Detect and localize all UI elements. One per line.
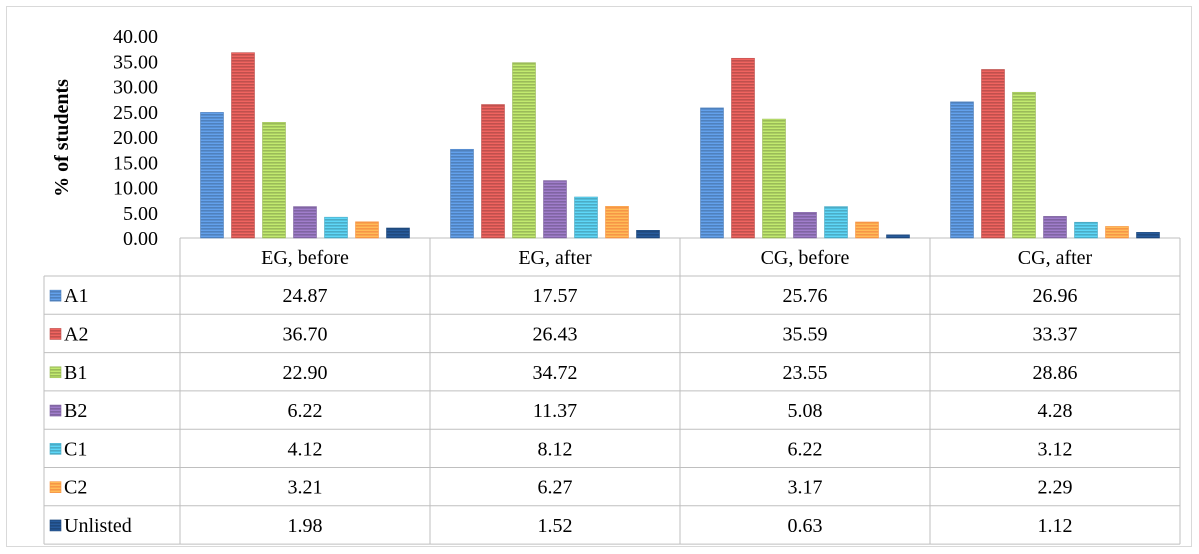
legend-label-unlisted: Unlisted: [64, 515, 132, 537]
category-label: CG, after: [1018, 247, 1093, 269]
bar-unlisted-eg-before: [386, 227, 410, 239]
data-label-a2-cg-after: 33.37: [1033, 323, 1078, 345]
y-tick-label: 5.00: [123, 203, 158, 225]
legend-label-c2: C2: [64, 477, 87, 499]
y-tick-label: 30.00: [113, 77, 158, 99]
data-label-unlisted-eg-before: 1.98: [288, 515, 323, 537]
data-label-b1-cg-before: 23.55: [783, 362, 828, 384]
category-label: EG, after: [518, 247, 592, 269]
bar-a1-cg-before: [700, 107, 724, 239]
bars: [180, 52, 1180, 239]
bar-b1-eg-after: [512, 62, 536, 239]
data-label-c1-eg-after: 8.12: [538, 438, 573, 460]
legend-label-b1: B1: [64, 362, 87, 384]
bar-a2-eg-before: [231, 52, 255, 239]
bar-a2-cg-after: [981, 69, 1005, 239]
y-tick-label: 0.00: [123, 228, 158, 250]
bar-c1-cg-before: [824, 206, 848, 239]
data-label-c2-cg-before: 3.17: [788, 477, 823, 499]
data-label-b1-cg-after: 28.86: [1033, 362, 1078, 384]
bar-unlisted-cg-after: [1136, 232, 1160, 239]
bar-unlisted-cg-before: [886, 234, 910, 239]
data-label-b2-eg-before: 6.22: [288, 400, 323, 422]
bar-c1-cg-after: [1074, 221, 1098, 239]
y-axis-label: % of students: [51, 79, 73, 197]
data-label-unlisted-cg-after: 1.12: [1038, 515, 1073, 537]
bar-a1-cg-after: [950, 101, 974, 239]
bar-a2-eg-after: [481, 104, 505, 239]
data-label-a2-eg-after: 26.43: [533, 323, 578, 345]
y-axis-ticks: 0.00 5.00 10.00 15.00 20.00 25.00 30.00 35.00 40…: [113, 26, 158, 250]
bar-b2-eg-before: [293, 206, 317, 239]
bar-c1-eg-before: [324, 216, 348, 239]
data-label-c2-eg-after: 6.27: [538, 477, 573, 499]
legend-label-b2: B2: [64, 400, 87, 422]
legend-label-c1: C1: [64, 438, 87, 460]
category-label: CG, before: [761, 247, 850, 269]
data-table: EG, before EG, after CG, before CG, after A1…: [43, 238, 1181, 545]
bar-a2-cg-before: [731, 57, 755, 239]
bar-c2-eg-before: [355, 221, 379, 239]
data-label-a1-eg-before: 24.87: [283, 285, 328, 307]
data-label-a1-cg-after: 26.96: [1033, 285, 1078, 307]
chart-frame: [6, 6, 1192, 547]
bar-a1-eg-after: [450, 148, 474, 239]
y-tick-label: 20.00: [113, 127, 158, 149]
legend-key-b2: [49, 404, 62, 417]
bar-b2-eg-after: [543, 180, 567, 239]
data-label-c1-eg-before: 4.12: [288, 438, 323, 460]
data-label-b1-eg-after: 34.72: [533, 362, 578, 384]
data-label-b2-eg-after: 11.37: [533, 400, 577, 422]
category-label: EG, before: [261, 247, 349, 269]
bar-b1-eg-before: [262, 122, 286, 239]
y-tick-label: 35.00: [113, 51, 158, 73]
legend-label-a2: A2: [64, 323, 88, 345]
data-label-a1-cg-before: 25.76: [783, 285, 828, 307]
legend-label-a1: A1: [64, 285, 88, 307]
data-label-unlisted-eg-after: 1.52: [538, 515, 573, 537]
legend-key-a2: [49, 328, 62, 340]
y-tick-label: 10.00: [113, 178, 158, 200]
bar-c1-eg-after: [574, 196, 598, 239]
bar-b1-cg-after: [1012, 91, 1036, 239]
data-label-a1-eg-after: 17.57: [533, 285, 578, 307]
data-label-b1-eg-before: 22.90: [283, 362, 328, 384]
bar-c2-cg-before: [855, 221, 879, 239]
legend-key-c2: [49, 481, 62, 493]
data-label-c2-cg-after: 2.29: [1038, 477, 1073, 499]
data-label-b2-cg-before: 5.08: [788, 400, 823, 422]
bar-b1-cg-before: [762, 118, 786, 239]
y-tick-label: 40.00: [113, 26, 158, 48]
bar-b2-cg-after: [1043, 216, 1067, 239]
data-label-c1-cg-before: 6.22: [788, 438, 823, 460]
bar-b2-cg-before: [793, 212, 817, 239]
y-tick-label: 15.00: [113, 152, 158, 174]
bar-c2-cg-after: [1105, 226, 1129, 239]
legend-key-c1: [49, 443, 62, 455]
y-tick-label: 25.00: [113, 102, 158, 124]
data-label-b2-cg-after: 4.28: [1038, 400, 1073, 422]
bar-unlisted-eg-after: [636, 230, 660, 239]
data-label-c2-eg-before: 3.21: [288, 477, 323, 499]
bar-a1-eg-before: [200, 112, 224, 239]
legend-key-unlisted: [49, 519, 62, 532]
data-label-a2-cg-before: 35.59: [783, 323, 828, 345]
bar-c2-eg-after: [605, 206, 629, 239]
legend-key-a1: [49, 289, 62, 302]
data-label-unlisted-cg-before: 0.63: [788, 515, 823, 537]
data-label-c1-cg-after: 3.12: [1038, 438, 1073, 460]
data-label-a2-eg-before: 36.70: [283, 323, 328, 345]
legend-key-b1: [49, 366, 62, 379]
